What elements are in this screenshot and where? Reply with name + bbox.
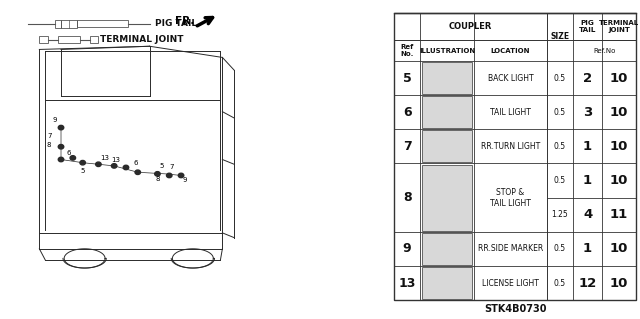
Text: 5: 5 — [159, 163, 164, 169]
Text: 5: 5 — [403, 71, 412, 85]
Text: TERMINAL JOINT: TERMINAL JOINT — [100, 35, 184, 44]
Text: STK4B0730: STK4B0730 — [484, 304, 547, 314]
Text: 2: 2 — [583, 71, 592, 85]
Text: PIG TAIL: PIG TAIL — [156, 19, 198, 28]
Text: 0.5: 0.5 — [554, 176, 566, 185]
Bar — [55, 20, 61, 28]
Text: 6: 6 — [403, 106, 412, 119]
Text: 0.5: 0.5 — [554, 278, 566, 287]
Text: 10: 10 — [610, 106, 628, 119]
Text: 10: 10 — [610, 242, 628, 256]
Circle shape — [58, 145, 64, 149]
Text: 13: 13 — [111, 157, 120, 162]
Bar — [61, 20, 77, 28]
Text: 7: 7 — [169, 165, 173, 170]
Text: 9: 9 — [183, 177, 188, 183]
Text: FR.: FR. — [175, 16, 195, 26]
Text: 1: 1 — [583, 174, 592, 187]
Text: 8: 8 — [403, 191, 412, 204]
Bar — [422, 233, 472, 265]
Text: 1: 1 — [583, 140, 592, 153]
Circle shape — [155, 172, 160, 176]
Bar — [422, 165, 472, 231]
Text: Ref.No: Ref.No — [593, 48, 616, 54]
Text: 7: 7 — [47, 133, 51, 138]
Text: 3: 3 — [583, 106, 592, 119]
Text: RR.TURN LIGHT: RR.TURN LIGHT — [481, 142, 540, 151]
Text: RR.SIDE MARKER: RR.SIDE MARKER — [478, 244, 543, 253]
Bar — [422, 96, 472, 128]
Bar — [58, 36, 80, 43]
Circle shape — [166, 173, 172, 178]
Text: 12: 12 — [579, 277, 596, 290]
Text: 9: 9 — [52, 117, 56, 122]
Bar — [40, 36, 48, 43]
Text: 10: 10 — [610, 174, 628, 187]
Bar — [422, 62, 472, 94]
Text: TERMINAL
JOINT: TERMINAL JOINT — [599, 20, 639, 33]
Circle shape — [95, 162, 101, 167]
Text: 7: 7 — [403, 140, 412, 153]
Text: ILLUSTRATION: ILLUSTRATION — [419, 48, 476, 54]
Text: 10: 10 — [610, 71, 628, 85]
Circle shape — [58, 157, 64, 162]
Circle shape — [58, 125, 64, 130]
Text: 1: 1 — [583, 242, 592, 256]
Text: 4: 4 — [583, 208, 592, 221]
Text: 6: 6 — [134, 160, 138, 166]
Text: 13: 13 — [100, 155, 109, 161]
Text: BACK LIGHT: BACK LIGHT — [488, 73, 533, 83]
Text: LICENSE LIGHT: LICENSE LIGHT — [482, 278, 539, 287]
Text: 13: 13 — [398, 277, 416, 290]
Text: 8: 8 — [155, 176, 160, 182]
Text: 0.5: 0.5 — [554, 108, 566, 117]
Text: 11: 11 — [610, 208, 628, 221]
Bar — [422, 267, 472, 299]
Text: 8: 8 — [47, 142, 51, 148]
Bar — [90, 36, 99, 43]
Circle shape — [80, 160, 85, 165]
Text: 1.25: 1.25 — [552, 210, 568, 219]
Text: COUPLER: COUPLER — [449, 22, 492, 31]
Text: 0.5: 0.5 — [554, 73, 566, 83]
Circle shape — [111, 164, 117, 168]
Text: Ref
No.: Ref No. — [401, 44, 414, 57]
Text: PIG
TAIL: PIG TAIL — [579, 20, 596, 33]
Text: 6: 6 — [67, 150, 71, 156]
Text: 0.5: 0.5 — [554, 244, 566, 253]
Text: 5: 5 — [81, 168, 85, 174]
Circle shape — [135, 170, 141, 174]
Bar — [77, 20, 128, 27]
Text: SIZE: SIZE — [550, 32, 570, 41]
Text: STOP &
TAIL LIGHT: STOP & TAIL LIGHT — [490, 188, 531, 208]
Text: TAIL LIGHT: TAIL LIGHT — [490, 108, 531, 117]
Text: 10: 10 — [610, 277, 628, 290]
Text: 0.5: 0.5 — [554, 142, 566, 151]
Circle shape — [123, 165, 129, 170]
Text: 10: 10 — [610, 140, 628, 153]
Bar — [422, 130, 472, 162]
Circle shape — [70, 156, 76, 160]
Text: LOCATION: LOCATION — [491, 48, 531, 54]
Circle shape — [179, 173, 184, 178]
Text: 9: 9 — [403, 242, 412, 256]
